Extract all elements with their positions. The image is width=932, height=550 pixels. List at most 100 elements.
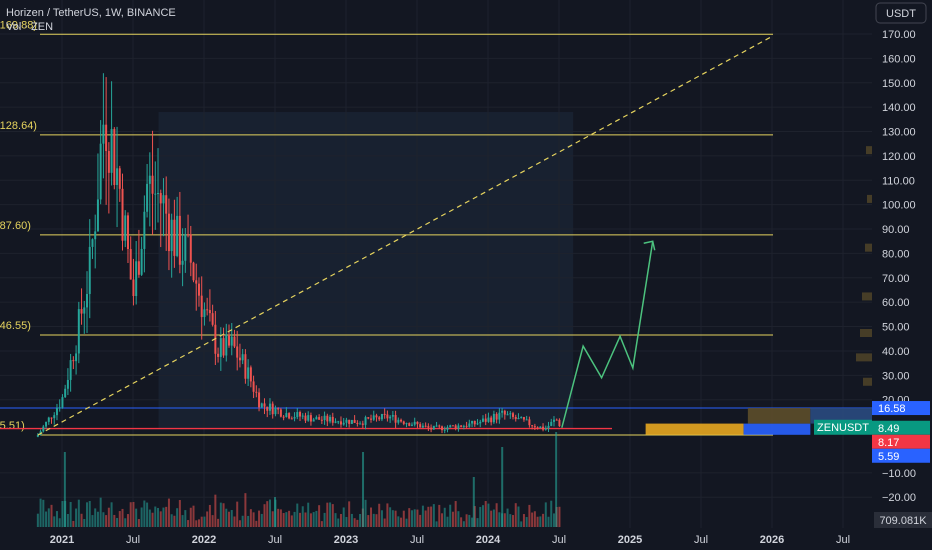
currency-button[interactable] [875,2,927,24]
volume-bar [383,518,386,527]
forecast-path[interactable] [561,241,654,428]
time-axis-panel[interactable] [0,528,872,550]
time-tick-label: Jul [410,534,424,546]
level-label-4: (5.51) [0,420,25,432]
price-badge [872,420,930,435]
volume-bar [457,511,460,527]
candle-body [110,129,113,173]
candle-body [509,413,512,415]
candle-body [165,195,168,214]
volume-bar [266,501,269,527]
candle-body [501,410,504,413]
volume-profile-bar [865,243,872,252]
candle-body [187,234,190,236]
candle-body [263,403,266,407]
volume-bar [165,506,168,527]
candle-body [274,408,277,415]
time-tick-label: 2025 [618,534,642,546]
volume-bar [481,505,484,527]
volume-bar [476,518,479,527]
volume-spike [63,452,66,527]
time-tick-label: 2026 [760,534,784,546]
volume-bar [277,508,280,527]
candle-body [427,426,430,428]
volume-bar [389,507,392,527]
volume-bar [465,514,468,527]
candle-body [143,211,146,249]
candle-body [247,367,250,379]
volume-bar [99,497,102,527]
volume-value-badge [874,512,932,528]
candle-body [181,260,184,265]
candle-body [309,415,312,422]
volume-bar [468,514,471,527]
volume-bar [129,502,132,527]
volume-bar [410,510,413,527]
candle-body [137,261,140,275]
candle-body [397,419,400,423]
price-badge-text: 8.49 [878,423,899,435]
dashed-trendline[interactable] [37,35,773,436]
volume-bar [348,501,351,527]
volume-bar [503,513,506,527]
volume-bar [320,521,323,527]
time-tick-label: 2022 [192,534,216,546]
volume-bar [301,506,304,527]
volume-bar [222,503,225,527]
volume-bar [91,515,94,527]
candle-body [206,309,209,311]
time-tick-label: 2023 [334,534,358,546]
candle-body [219,338,222,357]
volume-bar [451,511,454,527]
volume-profile-bar [862,292,872,301]
candle-body [296,412,299,418]
volume-bar [200,516,203,527]
volume-bar [397,516,400,527]
volume-bar [211,515,214,527]
volume-bar [208,504,211,527]
candle-body [238,357,241,361]
volume-bar [80,513,83,527]
volume-bar [260,513,263,527]
volume-bar [462,521,465,527]
candle-body [531,425,534,427]
volume-bar [380,510,383,527]
candle-body [498,412,501,420]
volume-bar [162,507,165,527]
volume-bar [432,504,435,527]
candle-body [389,416,392,419]
candle-body [416,421,419,425]
candle-body [520,417,523,419]
volume-bar [416,509,419,527]
volume-bar [479,506,482,527]
volume-bar [309,513,312,527]
candle-body [547,425,550,429]
price-axis-labels: 170.00 160.00 150.00 140.00 130.00 120.00 110.… [882,29,916,504]
candle-body [555,419,558,421]
forecast-arrowhead [643,240,656,251]
volume-bar [460,517,463,527]
volume-bar [326,502,329,527]
candle-body [364,417,367,425]
candle-body [146,183,149,212]
volume-profile-bar [867,194,872,203]
volume-bar [471,517,474,527]
volume-bar [157,507,160,527]
price-tick-label: 150.00 [882,78,916,90]
candle-body [490,417,493,423]
volume-bar [408,508,411,527]
volume-bar [386,503,389,527]
volume-bar [113,514,116,527]
candle-body [236,346,239,358]
range-bar-0 [645,423,744,435]
volume-bar [525,517,528,527]
highlight-box [158,112,574,429]
candle-body [315,417,318,420]
candle-body [386,414,389,419]
candle-body [148,175,151,184]
volume-bar [252,512,255,527]
price-tick-label: 50.00 [882,322,910,334]
volume-bar [367,515,370,527]
candle-body [42,426,45,432]
